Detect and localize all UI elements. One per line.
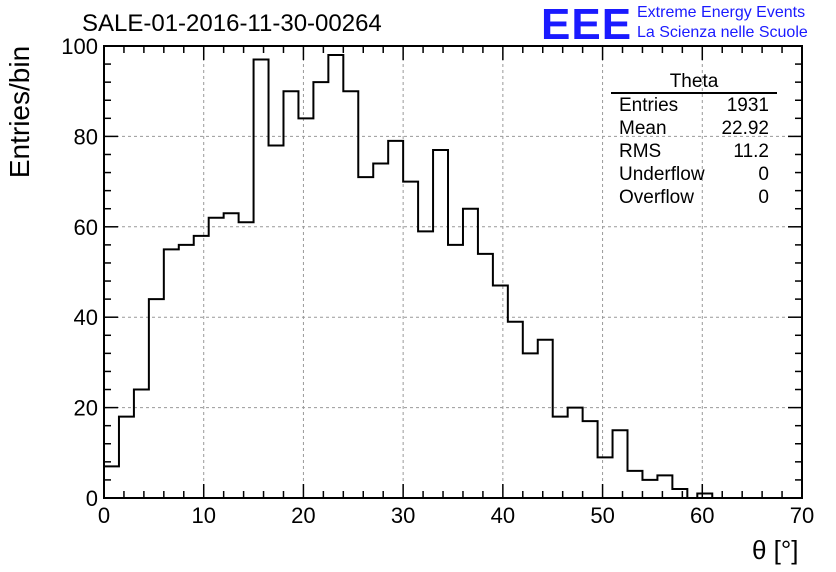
stats-label: Entries (619, 95, 679, 116)
x-axis-label: θ [°] (752, 535, 799, 565)
x-tick-label: 60 (690, 503, 714, 528)
y-axis-label: Entries/bin (4, 45, 35, 179)
histogram-bar (553, 417, 568, 498)
histogram-bar (613, 430, 628, 498)
logo-line-1: Extreme Energy Events (637, 4, 806, 21)
histogram-bar (568, 408, 583, 498)
stats-value: 0 (758, 187, 769, 208)
stats-value: 22.92 (721, 118, 769, 139)
eee-logo: EEE (541, 0, 633, 49)
y-tick-label: 80 (74, 124, 98, 149)
x-tick-label: 20 (291, 503, 315, 528)
logo-line-2: La Scienza nelle Scuole (637, 24, 808, 41)
x-tick-label: 40 (491, 503, 515, 528)
histogram-bar (119, 417, 134, 498)
histogram-bar (418, 231, 433, 498)
histogram-bar (194, 236, 209, 498)
histogram-bar (448, 245, 463, 498)
stats-row-underflow: Underflow 0 (611, 163, 777, 186)
stats-row-mean: Mean 22.92 (611, 117, 777, 140)
histogram-bar (373, 164, 388, 498)
stats-label: Overflow (619, 187, 694, 208)
histogram-bar (149, 299, 164, 498)
histogram-bar (508, 322, 523, 498)
histogram-bar (696, 492, 714, 498)
histogram-bar (478, 254, 493, 498)
histogram-bar (358, 177, 373, 498)
chart-title: SALE-01-2016-11-30-00264 (82, 10, 382, 37)
histogram-bar (209, 218, 224, 498)
x-tick-label: 70 (790, 503, 814, 528)
histogram-bar (598, 457, 613, 498)
stats-row-rms: RMS 11.2 (611, 140, 777, 163)
stats-value: 1931 (726, 95, 769, 116)
histogram-bar (672, 489, 687, 498)
x-tick-label: 30 (391, 503, 415, 528)
y-tick-label: 40 (74, 305, 98, 330)
stats-label: RMS (619, 141, 662, 162)
x-tick-label: 50 (590, 503, 614, 528)
stats-value: 0 (758, 164, 769, 185)
histogram-bar (343, 91, 358, 498)
histogram-bar (403, 182, 418, 498)
y-tick-label: 0 (86, 486, 98, 511)
stats-box: Theta Entries 1931 Mean 22.92 RMS 11.2 U… (611, 72, 777, 209)
plot-frame (103, 45, 803, 499)
histogram-bar (283, 91, 298, 498)
histogram-bar (388, 141, 403, 498)
histogram-bar (628, 471, 643, 498)
histogram-bar (179, 245, 194, 498)
histogram-bar (642, 480, 657, 498)
histogram-bar (254, 60, 269, 498)
stats-row-entries: Entries 1931 (611, 94, 777, 117)
histogram-outline (103, 54, 802, 499)
y-tick-label: 20 (74, 396, 98, 421)
histogram-bar (463, 209, 478, 498)
histogram-bar (134, 390, 149, 498)
x-tick-label: 0 (98, 503, 110, 528)
histogram-bar (433, 150, 448, 498)
stats-value: 11.2 (733, 141, 769, 162)
stats-label: Mean (619, 118, 667, 139)
stats-title: Theta (611, 72, 777, 94)
histogram-bar (269, 145, 284, 498)
histogram-bar (583, 421, 598, 498)
histogram-bar (164, 249, 179, 498)
histogram-bar (657, 475, 672, 498)
x-tick-label: 10 (191, 503, 215, 528)
histogram-bar (224, 213, 239, 498)
stats-row-overflow: Overflow 0 (611, 186, 777, 209)
histogram-bar (104, 466, 119, 498)
stats-label: Underflow (619, 164, 705, 185)
histogram-bar (538, 340, 553, 498)
histogram-bar (313, 82, 328, 498)
y-tick-label: 100 (61, 34, 98, 59)
histogram-bar (298, 118, 313, 498)
histogram-bar (523, 353, 538, 498)
histogram-bar (239, 222, 254, 498)
histogram-bar (328, 55, 343, 498)
y-tick-label: 60 (74, 215, 98, 240)
